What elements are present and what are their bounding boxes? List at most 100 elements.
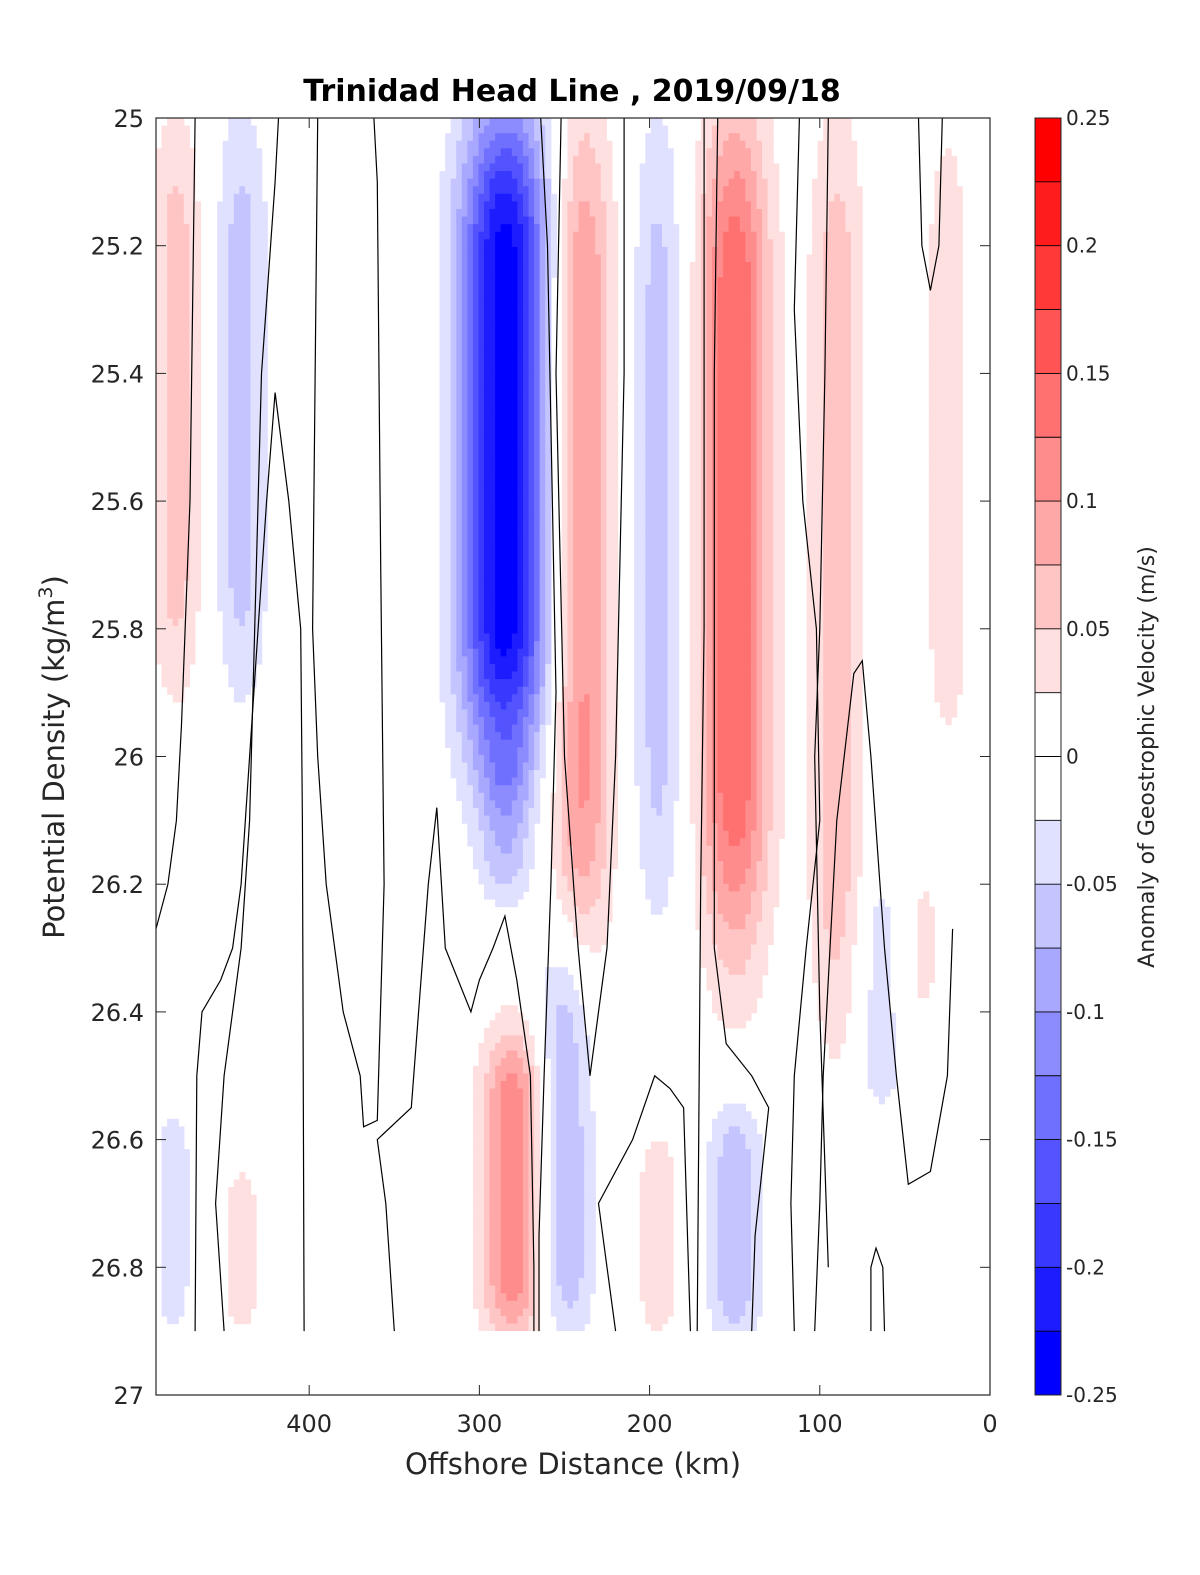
field-cell xyxy=(239,133,246,142)
field-cell xyxy=(250,383,257,392)
field-cell xyxy=(695,550,702,559)
field-cell xyxy=(567,193,574,202)
field-cell xyxy=(845,375,852,384)
field-cell xyxy=(928,345,935,354)
field-cell xyxy=(495,299,502,309)
field-cell xyxy=(739,436,746,445)
field-cell xyxy=(522,330,530,339)
field-cell xyxy=(194,375,202,384)
field-cell xyxy=(584,444,591,453)
field-cell xyxy=(650,216,657,225)
field-cell xyxy=(578,565,585,574)
field-cell xyxy=(845,519,852,529)
field-cell xyxy=(573,375,580,384)
field-cell xyxy=(712,557,719,566)
field-cell xyxy=(222,390,229,400)
field-cell xyxy=(945,504,952,513)
field-cell xyxy=(478,148,485,157)
field-cell xyxy=(762,428,769,438)
field-cell xyxy=(956,201,963,210)
field-cell xyxy=(773,208,780,218)
field-cell xyxy=(834,481,841,491)
field-cell xyxy=(528,208,535,218)
field-cell xyxy=(522,406,530,415)
field-cell xyxy=(739,171,746,180)
field-cell xyxy=(545,163,552,172)
field-cell xyxy=(717,125,724,134)
field-cell xyxy=(545,474,552,483)
field-cell xyxy=(745,474,752,483)
field-cell xyxy=(634,535,641,544)
field-cell xyxy=(233,481,240,491)
field-cell xyxy=(478,140,485,149)
field-cell xyxy=(239,474,246,483)
field-cell xyxy=(534,315,541,324)
field-cell xyxy=(589,277,596,286)
field-cell xyxy=(506,451,513,460)
field-cell xyxy=(689,360,696,369)
field-cell xyxy=(812,322,819,331)
field-cell xyxy=(739,444,746,453)
field-cell xyxy=(589,428,596,438)
field-cell xyxy=(506,330,513,339)
field-cell xyxy=(734,118,741,127)
field-cell xyxy=(706,345,713,354)
field-cell xyxy=(589,337,596,347)
field-cell xyxy=(228,444,235,453)
field-cell xyxy=(584,375,591,384)
field-cell xyxy=(167,436,174,445)
field-cell xyxy=(723,269,730,278)
field-cell xyxy=(739,315,746,324)
field-cell xyxy=(828,254,835,263)
field-cell xyxy=(239,171,246,180)
field-cell xyxy=(689,292,696,301)
field-cell xyxy=(661,299,669,309)
field-cell xyxy=(189,451,196,460)
field-cell xyxy=(545,444,552,453)
field-cell xyxy=(161,277,168,286)
field-cell xyxy=(250,557,257,566)
field-cell xyxy=(639,186,646,195)
field-cell xyxy=(495,307,502,316)
field-cell xyxy=(567,155,574,165)
field-cell xyxy=(183,542,190,551)
field-cell xyxy=(439,368,446,377)
field-cell xyxy=(534,140,541,149)
field-cell xyxy=(728,504,735,513)
field-cell xyxy=(522,428,530,438)
field-cell xyxy=(517,163,524,172)
field-cell xyxy=(217,360,224,369)
field-cell xyxy=(817,428,824,438)
field-cell xyxy=(773,451,780,460)
field-cell xyxy=(567,557,574,566)
field-cell xyxy=(472,550,480,559)
field-cell xyxy=(750,390,758,400)
field-cell xyxy=(489,140,496,149)
field-cell xyxy=(256,284,263,293)
field-cell xyxy=(667,550,674,559)
field-cell xyxy=(595,322,602,331)
field-cell xyxy=(489,239,496,248)
field-cell xyxy=(561,262,569,271)
field-cell xyxy=(812,315,819,324)
field-cell xyxy=(178,284,185,293)
field-cell xyxy=(661,208,669,218)
field-cell xyxy=(606,459,613,468)
field-cell xyxy=(261,345,268,354)
field-cell xyxy=(589,497,596,506)
field-cell xyxy=(756,186,763,195)
field-cell xyxy=(233,155,240,165)
field-cell xyxy=(461,459,468,468)
field-cell xyxy=(806,466,813,475)
field-cell xyxy=(178,254,185,263)
field-cell xyxy=(845,231,852,240)
field-cell xyxy=(161,125,168,134)
field-cell xyxy=(545,535,552,544)
field-cell xyxy=(828,140,835,149)
field-cell xyxy=(695,444,702,453)
field-cell xyxy=(828,428,835,438)
field-cell xyxy=(945,345,952,354)
field-cell xyxy=(723,345,730,354)
field-cell xyxy=(567,337,574,347)
field-cell xyxy=(567,519,574,529)
